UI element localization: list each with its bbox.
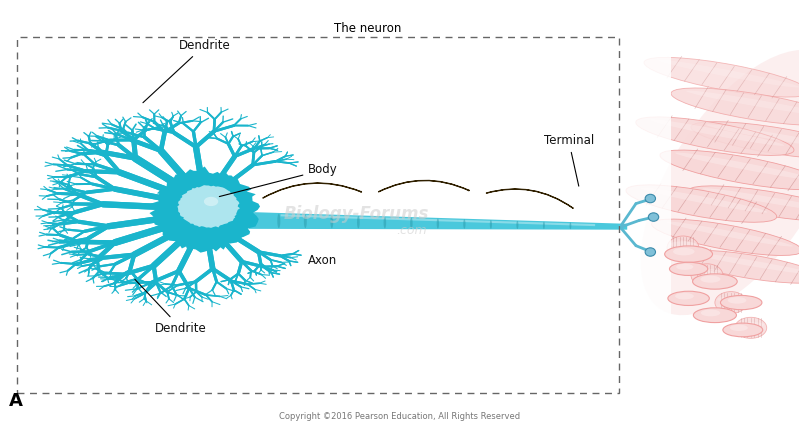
Ellipse shape bbox=[675, 153, 800, 180]
Ellipse shape bbox=[689, 186, 800, 221]
Ellipse shape bbox=[645, 194, 655, 203]
Ellipse shape bbox=[701, 310, 720, 316]
Ellipse shape bbox=[648, 213, 658, 221]
Ellipse shape bbox=[659, 60, 799, 87]
Ellipse shape bbox=[721, 296, 762, 310]
Ellipse shape bbox=[543, 222, 545, 229]
Ellipse shape bbox=[357, 216, 360, 229]
Text: Axon: Axon bbox=[308, 254, 338, 267]
Ellipse shape bbox=[278, 214, 280, 228]
Ellipse shape bbox=[691, 264, 723, 287]
Ellipse shape bbox=[691, 253, 800, 274]
Ellipse shape bbox=[640, 187, 767, 212]
Ellipse shape bbox=[667, 236, 699, 259]
Ellipse shape bbox=[676, 264, 694, 270]
Ellipse shape bbox=[516, 221, 518, 229]
Text: Biology-Forums: Biology-Forums bbox=[283, 205, 429, 223]
Polygon shape bbox=[249, 212, 627, 230]
Ellipse shape bbox=[671, 88, 800, 126]
Ellipse shape bbox=[678, 250, 800, 283]
Ellipse shape bbox=[715, 292, 746, 313]
Ellipse shape bbox=[463, 219, 466, 229]
Ellipse shape bbox=[626, 185, 777, 222]
Ellipse shape bbox=[728, 297, 746, 304]
Polygon shape bbox=[178, 185, 240, 228]
Text: Dendrite: Dendrite bbox=[135, 279, 206, 335]
Ellipse shape bbox=[641, 50, 800, 315]
Ellipse shape bbox=[730, 325, 748, 331]
Ellipse shape bbox=[304, 215, 307, 228]
Ellipse shape bbox=[673, 248, 694, 255]
Ellipse shape bbox=[668, 291, 710, 305]
Ellipse shape bbox=[330, 215, 334, 228]
Ellipse shape bbox=[437, 218, 439, 229]
Text: Copyright ©2016 Pearson Education, All Rights Reserved: Copyright ©2016 Pearson Education, All R… bbox=[279, 412, 521, 421]
FancyBboxPatch shape bbox=[607, 1, 671, 423]
Ellipse shape bbox=[570, 223, 571, 229]
Text: Body: Body bbox=[219, 163, 338, 197]
Ellipse shape bbox=[636, 117, 794, 156]
Ellipse shape bbox=[702, 188, 800, 212]
Ellipse shape bbox=[383, 217, 386, 229]
Text: Terminal: Terminal bbox=[543, 134, 594, 186]
Ellipse shape bbox=[670, 262, 708, 276]
Ellipse shape bbox=[650, 120, 784, 146]
Ellipse shape bbox=[645, 248, 655, 256]
Ellipse shape bbox=[706, 124, 800, 149]
Ellipse shape bbox=[735, 317, 766, 338]
Ellipse shape bbox=[490, 220, 492, 229]
Polygon shape bbox=[281, 214, 595, 226]
Text: Dendrite: Dendrite bbox=[143, 39, 230, 103]
Polygon shape bbox=[150, 167, 260, 253]
Ellipse shape bbox=[666, 221, 793, 246]
Ellipse shape bbox=[410, 218, 413, 229]
Ellipse shape bbox=[694, 269, 721, 275]
Ellipse shape bbox=[700, 276, 721, 283]
Text: .com: .com bbox=[397, 224, 427, 237]
Text: A: A bbox=[10, 392, 23, 410]
Ellipse shape bbox=[204, 197, 218, 206]
Ellipse shape bbox=[686, 91, 800, 116]
Text: The neuron: The neuron bbox=[334, 22, 402, 35]
Ellipse shape bbox=[660, 150, 800, 190]
Ellipse shape bbox=[723, 323, 762, 337]
Ellipse shape bbox=[718, 296, 745, 302]
Ellipse shape bbox=[691, 122, 800, 159]
Ellipse shape bbox=[693, 274, 738, 289]
Ellipse shape bbox=[651, 219, 800, 255]
Ellipse shape bbox=[670, 241, 697, 247]
Ellipse shape bbox=[665, 246, 713, 262]
Ellipse shape bbox=[694, 308, 737, 323]
Ellipse shape bbox=[644, 57, 800, 97]
Ellipse shape bbox=[738, 322, 764, 327]
Ellipse shape bbox=[675, 293, 694, 299]
